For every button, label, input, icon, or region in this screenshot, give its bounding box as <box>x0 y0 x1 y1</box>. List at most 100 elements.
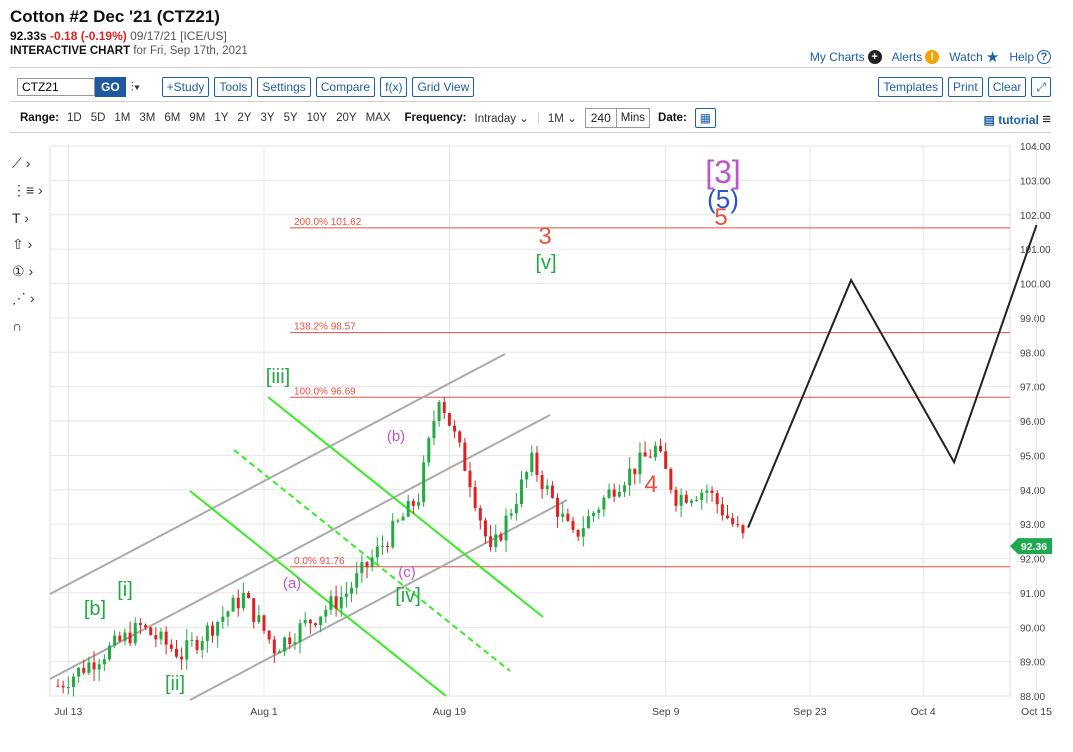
print-button[interactable]: Print <box>948 77 983 97</box>
my-charts-label: My Charts <box>809 50 865 64</box>
divider <box>10 67 1051 68</box>
fib-label: 138.2% 98.57 <box>294 322 356 333</box>
candle-body <box>659 445 663 452</box>
candle-body <box>329 596 333 610</box>
settings-button[interactable]: Settings <box>257 77 311 97</box>
candle-body <box>504 515 508 541</box>
range-9m[interactable]: 9M <box>189 112 206 124</box>
my-charts-link[interactable]: My Charts + <box>810 50 882 64</box>
candle-body <box>77 667 81 677</box>
range-max[interactable]: MAX <box>365 112 391 124</box>
range-1y[interactable]: 1Y <box>214 112 229 124</box>
fib-label: 200.0% 101.62 <box>294 217 362 228</box>
candle-body <box>468 470 472 488</box>
candle-body <box>195 639 199 650</box>
divider <box>10 132 1051 133</box>
tutorial-link[interactable]: ▤ tutorial ≡ <box>983 111 1051 128</box>
range-6m[interactable]: 6M <box>164 112 181 124</box>
clear-button[interactable]: Clear <box>987 77 1027 97</box>
range-3m[interactable]: 3M <box>139 112 156 124</box>
candle-body <box>715 493 719 505</box>
text-tool-icon[interactable]: T › <box>12 209 29 226</box>
candle-body <box>458 431 462 443</box>
candle-body <box>592 512 596 517</box>
candle-body <box>597 509 601 513</box>
watch-link[interactable]: Watch ★ <box>949 48 999 66</box>
y-tick-label: 92.00 <box>1020 555 1045 566</box>
wave-label: 4 <box>644 471 657 498</box>
range-10y[interactable]: 10Y <box>306 112 328 124</box>
candle-body <box>267 630 271 640</box>
candle-body <box>509 513 513 516</box>
star-icon: ★ <box>985 49 1000 66</box>
wave-label: 5 <box>714 204 727 231</box>
y-tick-label: 102.00 <box>1020 211 1051 222</box>
green-channel-line <box>189 490 447 697</box>
menu-icon[interactable]: ≡ <box>1042 111 1051 128</box>
range-20y[interactable]: 20Y <box>336 112 357 124</box>
candle-body <box>391 520 395 548</box>
shape-tool-icon[interactable]: ⇧ › <box>12 236 33 252</box>
candle-body <box>324 609 328 617</box>
add-study-button[interactable]: +Study <box>161 77 210 97</box>
candle-body <box>82 667 86 673</box>
candle-body <box>586 516 590 529</box>
wave-label: [v] <box>535 252 556 274</box>
fib-label: 0.0% 91.76 <box>294 556 345 567</box>
interval-input[interactable]: 240 <box>584 108 617 128</box>
frequency-select[interactable]: Intraday ⌄ <box>474 113 529 125</box>
help-icon: ? <box>1037 50 1051 64</box>
range-2y[interactable]: 2Y <box>237 112 252 124</box>
go-button[interactable]: GO <box>95 77 126 97</box>
templates-button[interactable]: Templates <box>878 77 944 97</box>
period-select[interactable]: 1M ⌄ <box>547 113 577 125</box>
x-tick-label: Oct 4 <box>911 706 936 718</box>
alerts-link[interactable]: Alerts! <box>892 50 940 64</box>
range-1d[interactable]: 1D <box>66 112 82 124</box>
wave-label: [iii] <box>266 366 290 388</box>
pattern-tool-icon[interactable]: ⋰ › <box>12 290 35 306</box>
candle-body <box>262 615 266 631</box>
fib-tool-icon[interactable]: ⋮≡ › <box>12 182 43 198</box>
y-tick-label: 88.00 <box>1020 692 1045 703</box>
range-3y[interactable]: 3Y <box>260 112 275 124</box>
candle-body <box>535 452 539 476</box>
y-tick-label: 95.00 <box>1020 451 1045 462</box>
chart-type-icon[interactable]: ⫶▾ <box>130 79 141 94</box>
candle-body <box>144 625 148 628</box>
range-1m[interactable]: 1M <box>114 112 131 124</box>
tools-button[interactable]: Tools <box>214 77 253 97</box>
candle-body <box>113 635 117 646</box>
candle-body <box>241 593 245 609</box>
candle-body <box>350 587 354 594</box>
candle-body <box>453 425 457 432</box>
help-link[interactable]: Help? <box>1009 50 1051 64</box>
range-5d[interactable]: 5D <box>90 112 106 124</box>
range-options: 1D 5D 1M 3M 6M 9M 1Y 2Y 3Y 5Y 10Y 20Y MAX <box>67 112 391 124</box>
candle-body <box>514 504 518 514</box>
candle-body <box>561 513 565 517</box>
calendar-icon[interactable]: ▦ <box>694 108 717 128</box>
expand-icon[interactable]: ⤢ <box>1031 77 1051 97</box>
candle-body <box>370 557 374 567</box>
compare-button[interactable]: Compare <box>315 77 376 97</box>
chart-toolbar: GO ⫶▾ +Study Tools Settings Compare f(x)… <box>17 77 1051 97</box>
function-button[interactable]: f(x) <box>380 77 408 97</box>
candle-body <box>406 500 410 517</box>
range-5y[interactable]: 5Y <box>283 112 298 124</box>
grid-view-button[interactable]: Grid View <box>412 77 475 97</box>
candle-body <box>674 489 678 506</box>
green-channel-midline <box>233 449 511 672</box>
candle-body <box>205 625 209 642</box>
wave-label-icon[interactable]: ① › <box>12 263 34 279</box>
candle-body <box>432 420 436 439</box>
candle-body <box>741 525 745 534</box>
magnet-icon[interactable]: ∩ <box>12 317 23 334</box>
candle-body <box>133 622 137 644</box>
candle-body <box>566 513 570 521</box>
symbol-input[interactable] <box>17 78 95 96</box>
line-tool-icon[interactable]: ⟋ › <box>12 155 31 171</box>
plus-icon: + <box>867 50 882 64</box>
candle-body <box>190 639 194 641</box>
